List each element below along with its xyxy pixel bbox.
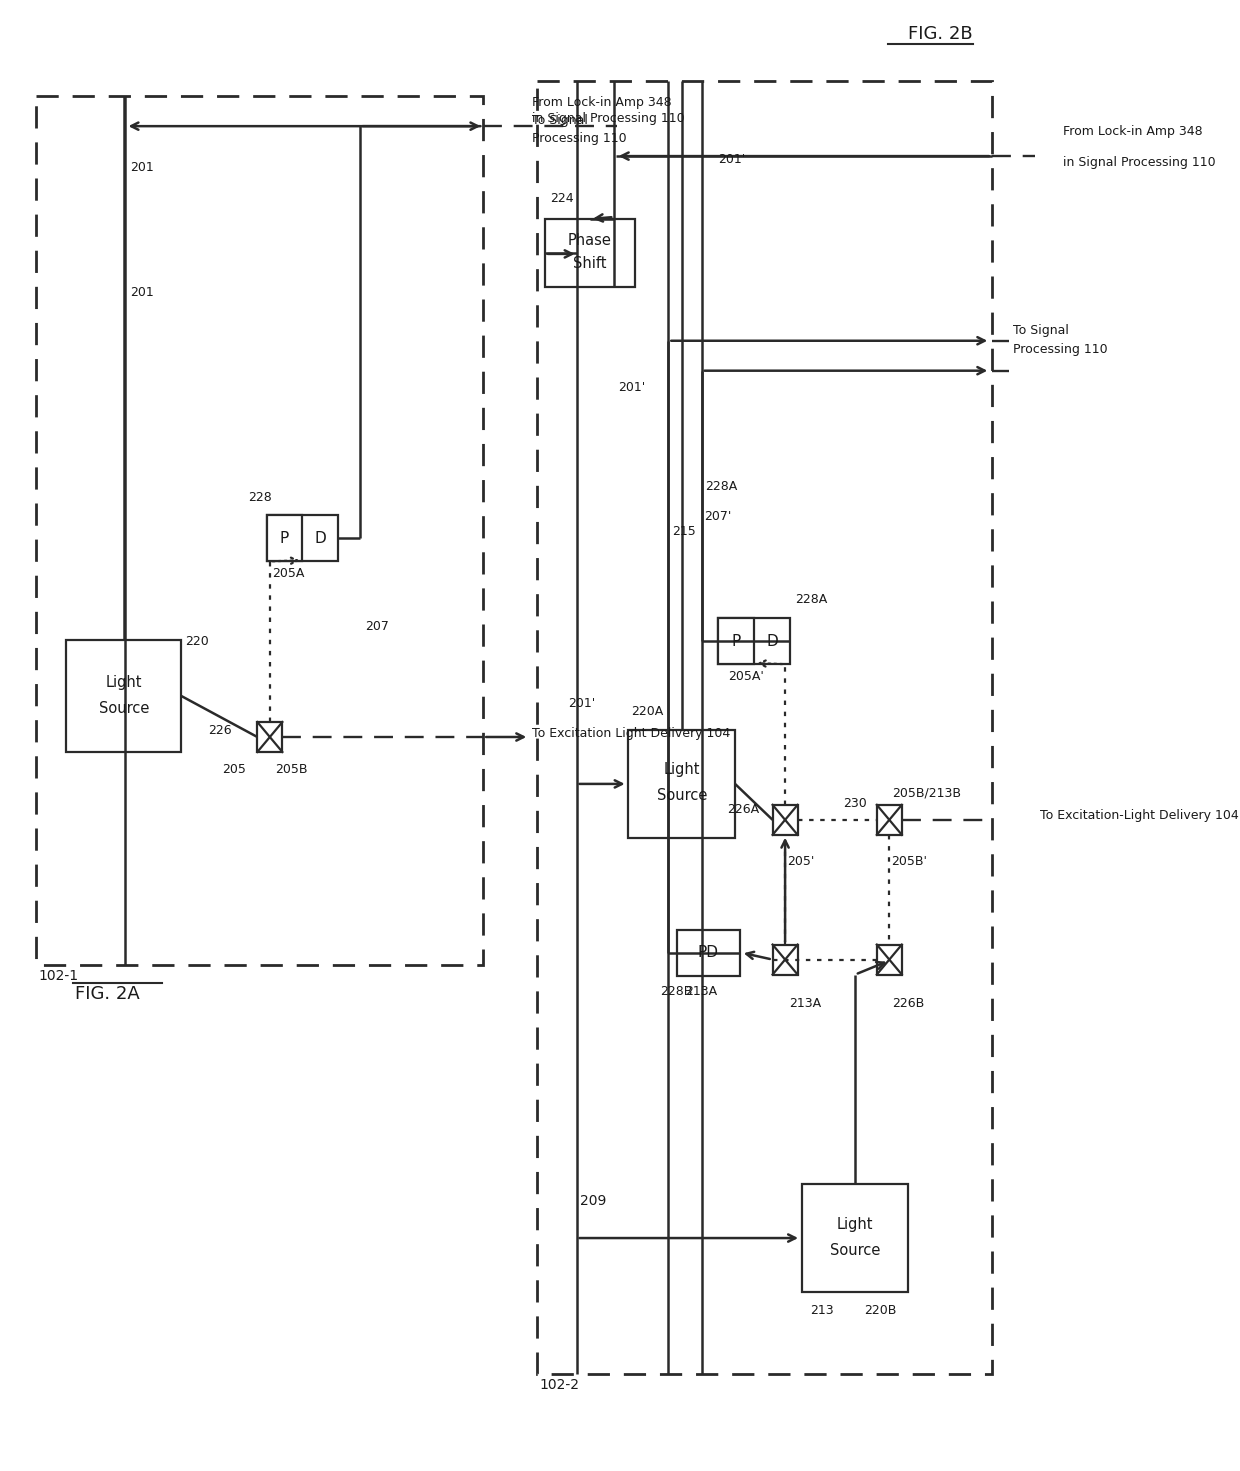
Text: 207: 207 [365,621,389,633]
Text: 201: 201 [130,162,154,174]
Text: 228A: 228A [795,593,827,606]
Bar [718,618,754,663]
Text: in Signal Processing 110: in Signal Processing 110 [532,112,684,125]
Text: 102-2: 102-2 [539,1378,579,1392]
Text: FIG. 2A: FIG. 2A [74,984,140,1003]
Bar [677,930,740,975]
Text: Phase: Phase [568,234,611,249]
Bar [537,81,992,1374]
Text: P: P [280,531,289,546]
Text: D: D [315,531,326,546]
Bar [544,219,635,287]
Text: 207': 207' [704,510,732,524]
Text: 220B: 220B [864,1303,897,1317]
Bar [877,805,901,836]
Text: Source: Source [656,788,707,803]
Text: From Lock-in Amp 348: From Lock-in Amp 348 [1063,125,1203,138]
Text: PD: PD [698,944,719,961]
Text: 205A': 205A' [728,671,764,683]
Bar [267,515,339,562]
Text: 224: 224 [551,193,574,204]
Text: 228B: 228B [660,984,692,997]
Text: 201: 201 [130,285,154,299]
Bar [67,640,181,752]
Bar [629,730,735,838]
Text: 205': 205' [786,855,815,868]
Text: Processing 110: Processing 110 [532,132,626,146]
Text: 230: 230 [843,797,867,811]
Text: P: P [732,634,742,649]
Text: 201': 201' [619,381,646,394]
Bar [802,1184,909,1292]
Text: 205A: 205A [273,568,305,581]
Text: 226B: 226B [892,996,924,1009]
Text: Shift: Shift [573,256,606,271]
Text: To Excitation Light Delivery 104: To Excitation Light Delivery 104 [532,727,730,740]
Text: 201': 201' [568,697,595,710]
Text: 205B/213B: 205B/213B [892,787,961,800]
Text: 201': 201' [718,153,745,166]
Text: 209: 209 [580,1194,606,1208]
Text: in Signal Processing 110: in Signal Processing 110 [1063,156,1215,169]
Bar [258,722,283,752]
Text: 205B: 205B [275,763,308,775]
Text: Source: Source [99,700,149,715]
Text: To Signal: To Signal [532,115,588,127]
Text: 205B': 205B' [892,855,928,868]
Text: 220A: 220A [631,705,663,718]
Text: Light: Light [105,675,143,690]
Text: 220: 220 [185,635,208,649]
Bar [877,944,901,975]
Text: 226: 226 [208,724,232,737]
Text: 226A: 226A [727,803,759,816]
Text: 213: 213 [810,1303,833,1317]
Bar [718,618,790,663]
Text: FIG. 2B: FIG. 2B [908,25,972,43]
Text: Light: Light [837,1217,873,1231]
Bar [267,515,303,562]
Text: 205: 205 [222,763,247,775]
Bar [773,805,797,836]
Text: D: D [766,634,777,649]
Text: Light: Light [663,762,699,778]
Text: 213A: 213A [684,984,717,997]
Text: 102-1: 102-1 [38,968,78,983]
Text: 228A: 228A [706,481,738,493]
Text: Processing 110: Processing 110 [1013,343,1107,356]
Bar [773,944,797,975]
Text: 213A: 213A [790,996,821,1009]
Text: 215: 215 [672,525,697,538]
Text: From Lock-in Amp 348: From Lock-in Amp 348 [532,96,671,109]
Text: 228: 228 [248,491,272,505]
Text: Source: Source [830,1243,880,1258]
Text: To Excitation-Light Delivery 104: To Excitation-Light Delivery 104 [1040,809,1239,822]
Text: To Signal: To Signal [1013,324,1069,337]
Bar [36,96,484,965]
